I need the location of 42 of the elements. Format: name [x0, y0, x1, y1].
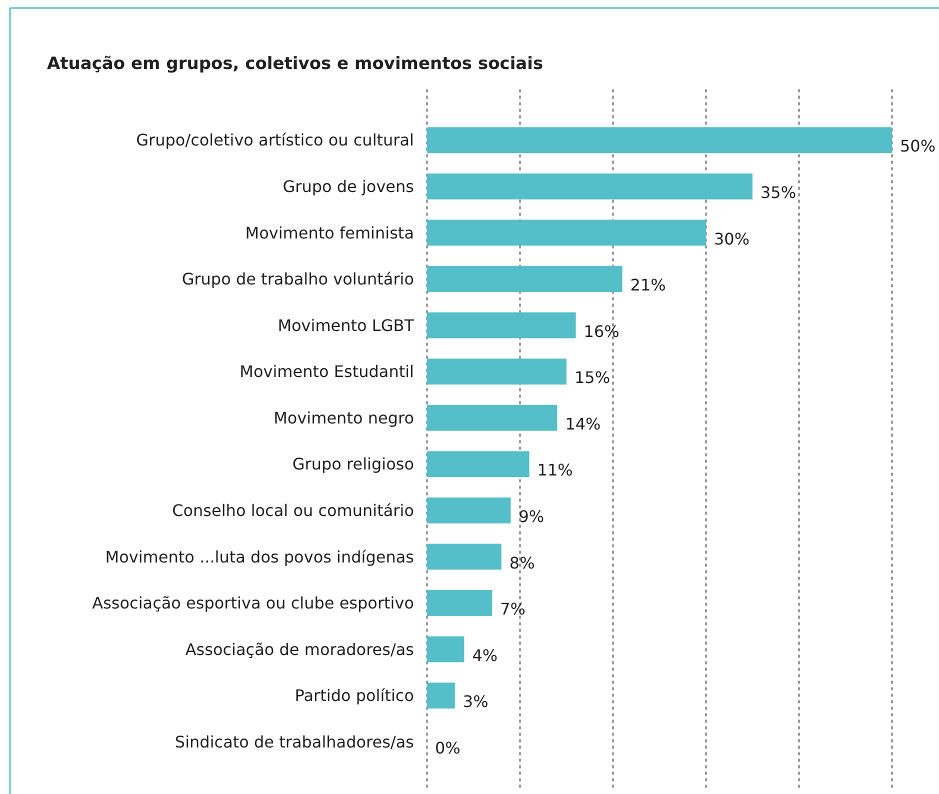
y-tick-label: Associação esportiva ou clube esportivo	[92, 594, 414, 613]
data-label: 3%	[462, 692, 488, 712]
y-tick-label: Movimento feminista	[245, 223, 414, 242]
bar	[427, 544, 502, 570]
bar	[427, 220, 706, 246]
bar	[427, 312, 576, 338]
data-label: 9%	[518, 507, 544, 526]
y-tick-label: Movimento Estudantil	[240, 362, 414, 382]
y-tick-label: Grupo de trabalho voluntário	[182, 270, 414, 289]
y-tick-label: Grupo de jovens	[282, 177, 414, 196]
bar	[427, 127, 892, 154]
y-tick-label: Movimento LGBT	[278, 316, 414, 335]
y-tick-label: Partido político	[294, 686, 414, 706]
data-label: 4%	[472, 646, 498, 665]
data-label: 50%	[900, 136, 936, 156]
data-label: 14%	[565, 414, 601, 434]
bar	[427, 404, 558, 431]
data-label: 16%	[584, 322, 620, 341]
data-label: 7%	[500, 600, 526, 619]
y-tick-label: Grupo/coletivo artístico ou cultural	[136, 130, 414, 150]
y-tick-label: Grupo religioso	[292, 454, 414, 474]
data-label: 8%	[509, 553, 535, 572]
bar	[427, 497, 511, 524]
y-tick-label: Movimento ...luta dos povos indígenas	[105, 547, 414, 566]
y-tick-label: Associação de moradores/as	[185, 640, 414, 659]
bar	[427, 590, 492, 616]
data-label: 35%	[760, 183, 796, 202]
y-tick-label: Conselho local ou comunitário	[172, 501, 414, 520]
bar	[427, 173, 752, 200]
bar	[427, 682, 455, 709]
y-tick-label: Sindicato de trabalhadores/as	[174, 732, 414, 752]
bar	[427, 451, 530, 478]
data-label: 30%	[714, 229, 750, 248]
y-tick-label: Movimento negro	[274, 408, 414, 428]
bar	[427, 636, 464, 662]
bar	[427, 266, 622, 292]
chart-title: Atuação em grupos, coletivos e movimentos sociais	[47, 54, 544, 74]
bar	[427, 358, 566, 385]
data-label: 15%	[574, 368, 610, 388]
data-label: 21%	[630, 276, 666, 295]
data-label: 11%	[537, 460, 573, 480]
data-label: 0%	[435, 738, 460, 758]
